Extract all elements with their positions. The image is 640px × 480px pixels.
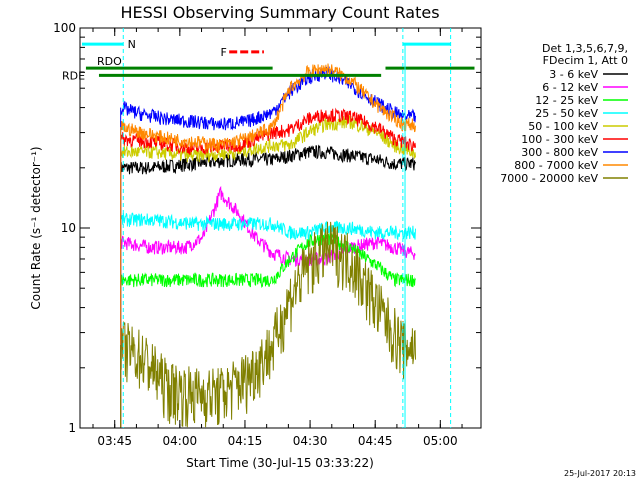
legend-label-1: 6 - 12 keV (542, 81, 598, 94)
x-tick-label-1: 04:00 (163, 434, 198, 448)
series-line-8 (120, 221, 416, 428)
chart-title: HESSI Observing Summary Count Rates (120, 3, 439, 22)
legend-header-line-2: FDecim 1, Att 0 (543, 54, 628, 67)
legend-label-5: 100 - 300 keV (521, 133, 598, 146)
series-line-2 (120, 231, 416, 289)
y-tick-label-2: 100 (53, 21, 76, 35)
footer-date: 25-Jul-2017 20:13 (564, 469, 636, 478)
x-tick-label-3: 04:30 (293, 434, 328, 448)
legend-label-6: 300 - 800 keV (521, 146, 598, 159)
legend-label-2: 12 - 25 keV (535, 94, 598, 107)
flare-label: F (221, 46, 227, 59)
x-axis-label: Start Time (30-Jul-15 03:33:22) (186, 456, 374, 470)
legend-label-0: 3 - 6 keV (549, 68, 598, 81)
x-tick-label-4: 04:45 (358, 434, 393, 448)
series-line-7 (120, 63, 416, 152)
legend-label-4: 50 - 100 keV (528, 120, 598, 133)
series-line-3 (120, 212, 416, 241)
legend-label-7: 800 - 7000 keV (514, 159, 598, 172)
x-tick-label-5: 05:00 (423, 434, 458, 448)
rde-label: RDE (62, 69, 85, 82)
series-line-5 (120, 107, 416, 156)
series-line-1 (120, 185, 416, 268)
annotation-layer: RDO RDE N F (62, 28, 475, 428)
night-label: N (128, 38, 136, 51)
y-axis-label: Count Rate (s⁻¹ detector⁻¹) (29, 146, 43, 309)
rdo-label: RDO (97, 55, 122, 68)
legend-label-3: 25 - 50 keV (535, 107, 598, 120)
x-tick-label-2: 04:15 (228, 434, 263, 448)
legend-header-line-1: Det 1,3,5,6,7,9, (542, 42, 628, 55)
y-tick-label-1: 10 (61, 221, 76, 235)
series-line-0 (120, 144, 416, 176)
y-tick-label-0: 1 (68, 421, 76, 435)
legend: Det 1,3,5,6,7,9, FDecim 1, Att 0 3 - 6 k… (500, 42, 628, 185)
y-axis: 1 10 100 (53, 21, 481, 435)
x-tick-label-0: 03:45 (97, 434, 132, 448)
series-line-6 (120, 66, 416, 131)
x-axis: 03:45 04:00 04:15 04:30 04:45 05:00 (92, 28, 463, 448)
legend-label-8: 7000 - 20000 keV (500, 172, 598, 185)
series-layer (120, 63, 416, 428)
